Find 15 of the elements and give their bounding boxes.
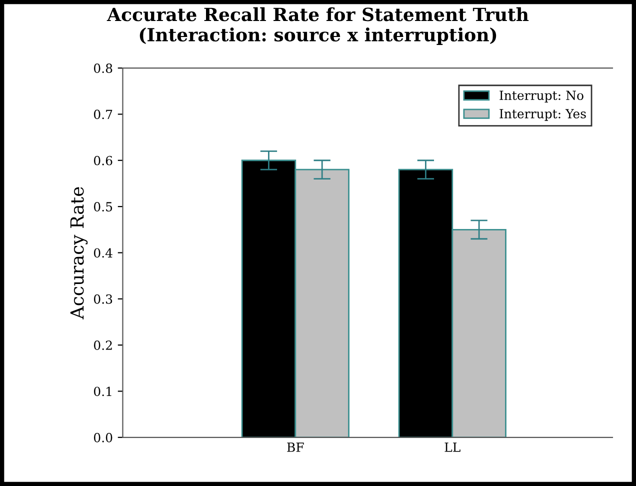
y-tick-label: 0.4	[94, 248, 112, 258]
x-tick-label: BF	[287, 442, 304, 452]
y-tick-label: 0.2	[94, 340, 112, 350]
y-tick-label: 0.6	[94, 156, 112, 166]
y-tick-label: 0.3	[94, 294, 112, 304]
x-tick-label: LL	[444, 442, 460, 452]
y-tick-label: 0.1	[94, 386, 112, 396]
y-tick-label: 0.8	[94, 64, 112, 73]
legend-label: Interrupt: No	[500, 90, 584, 102]
y-tick-label: 0.0	[94, 432, 112, 442]
y-axis-title: Accuracy Rate	[70, 187, 88, 320]
chart-title: Accurate Recall Rate for Statement Truth (Interaction: source x interruption)	[106, 7, 529, 45]
y-tick-label: 0.5	[94, 202, 112, 212]
legend-label: Interrupt: Yes	[500, 109, 586, 121]
y-tick-label: 0.7	[94, 110, 112, 120]
